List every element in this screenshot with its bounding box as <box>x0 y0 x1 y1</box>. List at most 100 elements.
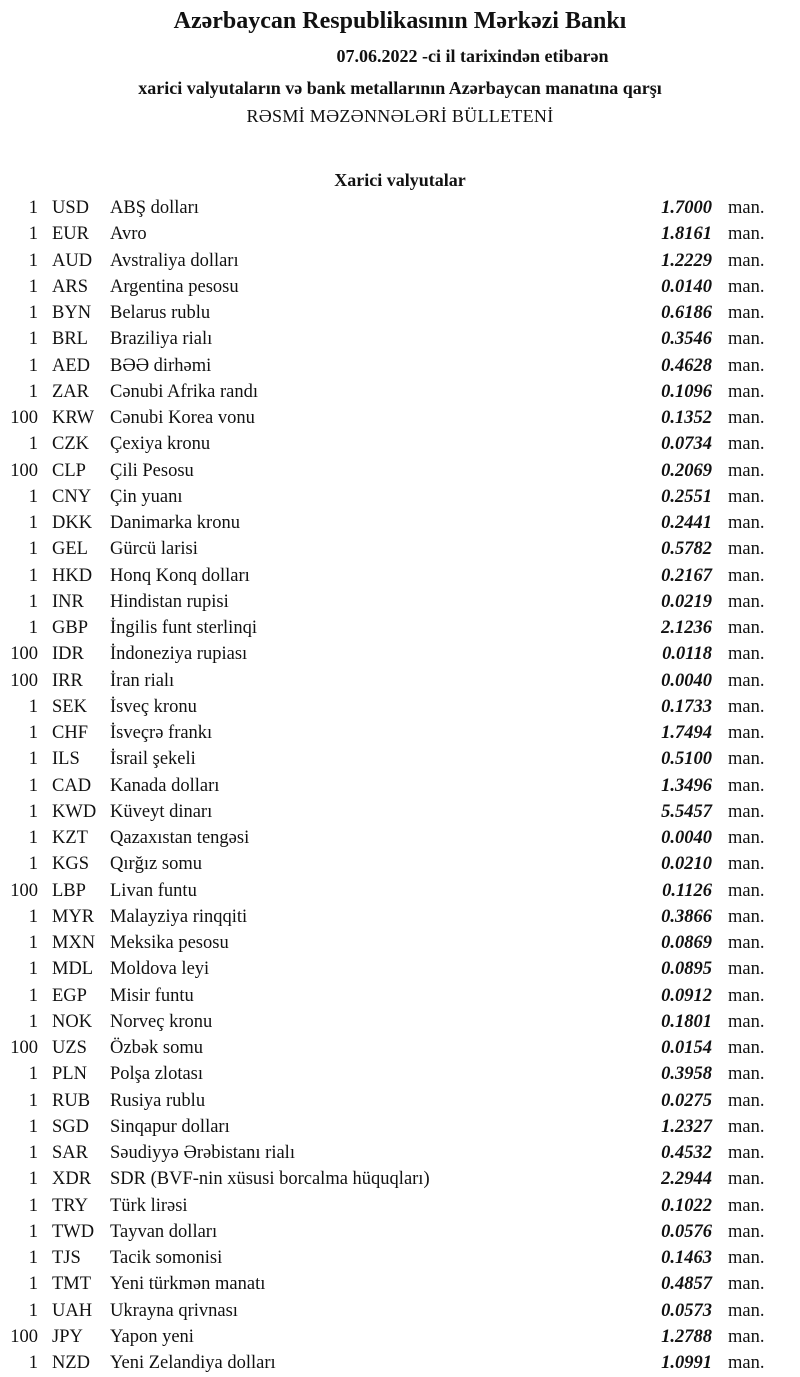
currency-name: Özbək somu <box>110 1038 203 1058</box>
currency-name: Yapon yeni <box>110 1326 194 1347</box>
table-row: 1 ARS Argentina pesosu 0.0140 man. <box>0 274 800 300</box>
table-row: 1 SGD Sinqapur dolları 1.2327 man. <box>0 1114 800 1140</box>
table-row: 1 AUD Avstraliya dolları 1.2229 man. <box>0 248 800 274</box>
currency-code: CAD <box>52 775 92 796</box>
currency-code: NOK <box>52 1011 93 1032</box>
currency-name: Kanada dolları <box>110 775 220 796</box>
rate-value: 1.2788 <box>661 1326 712 1347</box>
table-row: 100 KRW Cənubi Korea vonu 0.1352 man. <box>0 405 800 431</box>
table-row: 1 HKD Honq Konq dolları 0.2167 man. <box>0 563 800 589</box>
unit-label: man. <box>728 723 765 743</box>
table-row: 1 BYN Belarus rublu 0.6186 man. <box>0 300 800 326</box>
nominal: 1 <box>28 486 38 507</box>
currency-code: LBP <box>52 880 86 901</box>
nominal: 1 <box>28 959 38 980</box>
nominal: 1 <box>28 1195 38 1216</box>
currency-name: İngilis funt sterlinqi <box>110 618 257 638</box>
table-row: 1 CHF İsveçrə frankı 1.7494 man. <box>0 720 800 746</box>
nominal: 1 <box>28 775 38 796</box>
nominal: 1 <box>28 1353 38 1373</box>
rate-value: 1.8161 <box>661 224 712 245</box>
unit-label: man. <box>728 801 765 822</box>
currency-name: Cənubi Afrika randı <box>110 381 258 402</box>
rate-value: 0.0869 <box>661 933 712 953</box>
unit-label: man. <box>728 513 765 533</box>
nominal: 1 <box>28 1090 38 1111</box>
currency-name: Qırğız somu <box>110 854 202 875</box>
nominal: 1 <box>28 723 38 743</box>
currency-code: AED <box>52 355 91 376</box>
currency-name: Malayziya rinqqiti <box>110 906 248 927</box>
currency-name: BƏƏ dirhəmi <box>110 355 212 376</box>
rate-value: 0.0140 <box>661 276 712 297</box>
table-row: 1 TRY Türk lirəsi 0.1022 man. <box>0 1193 800 1219</box>
currency-name: Yeni Zelandiya dolları <box>110 1353 276 1373</box>
date-line: 07.06.2022 -ci il tarixindən etibarən <box>336 46 609 66</box>
unit-label: man. <box>728 408 765 428</box>
table-row: 1 BRL Braziliya rialı 0.3546 man. <box>0 326 800 352</box>
currency-name: Misir funtu <box>110 985 194 1006</box>
nominal: 1 <box>28 303 38 323</box>
currency-code: PLN <box>52 1064 87 1085</box>
rate-value: 0.0154 <box>661 1038 712 1058</box>
currency-name: Norveç kronu <box>110 1011 213 1032</box>
unit-label: man. <box>728 696 765 717</box>
rate-value: 0.2441 <box>661 513 712 533</box>
table-row: 1 USD ABŞ dolları 1.7000 man. <box>0 195 800 221</box>
unit-label: man. <box>728 644 765 665</box>
table-row: 1 ILS İsrail şekeli 0.5100 man. <box>0 746 800 772</box>
currency-code: AUD <box>52 250 93 271</box>
currency-name: Yeni türkmən manatı <box>110 1274 266 1295</box>
rate-value: 2.2944 <box>661 1169 712 1190</box>
nominal: 1 <box>28 329 38 350</box>
currency-code: ARS <box>52 276 88 297</box>
table-row: 1 ZAR Cənubi Afrika randı 0.1096 man. <box>0 379 800 405</box>
table-row: 1 RUB Rusiya rublu 0.0275 man. <box>0 1088 800 1114</box>
rate-value: 0.3958 <box>661 1064 712 1085</box>
currency-code: GBP <box>52 618 88 638</box>
nominal: 1 <box>28 355 38 376</box>
currency-code: EGP <box>52 985 87 1006</box>
rate-value: 0.0734 <box>661 434 712 455</box>
currency-code: INR <box>52 591 84 612</box>
table-row: 1 TWD Tayvan dolları 0.0576 man. <box>0 1219 800 1245</box>
rate-value: 1.7494 <box>661 723 712 743</box>
unit-label: man. <box>728 1274 765 1295</box>
nominal: 100 <box>10 1326 38 1347</box>
table-row: 100 IDR İndoneziya rupiası 0.0118 man. <box>0 641 800 667</box>
unit-label: man. <box>728 486 765 507</box>
unit-label: man. <box>728 985 765 1006</box>
unit-label: man. <box>728 1221 765 1242</box>
currency-code: IDR <box>52 644 84 665</box>
nominal: 1 <box>28 1143 38 1163</box>
unit-label: man. <box>728 591 765 612</box>
table-row: 1 KGS Qırğız somu 0.0210 man. <box>0 851 800 877</box>
currency-name: Meksika pesosu <box>110 933 229 953</box>
rate-value: 0.5782 <box>661 539 712 560</box>
table-row: 100 JPY Yapon yeni 1.2788 man. <box>0 1324 800 1350</box>
unit-label: man. <box>728 276 765 297</box>
unit-label: man. <box>728 1326 765 1347</box>
rate-value: 0.2069 <box>661 460 712 481</box>
nominal: 1 <box>28 591 38 612</box>
unit-label: man. <box>728 565 765 586</box>
unit-label: man. <box>728 959 765 980</box>
nominal: 1 <box>28 381 38 402</box>
currency-name: Çili Pesosu <box>110 460 194 481</box>
currency-name: Danimarka kronu <box>110 513 240 533</box>
currency-code: CHF <box>52 723 88 743</box>
currency-code: UZS <box>52 1038 87 1058</box>
unit-label: man. <box>728 1195 765 1216</box>
rate-value: 1.3496 <box>661 775 712 796</box>
unit-label: man. <box>728 250 765 271</box>
nominal: 1 <box>28 1011 38 1032</box>
currency-code: TWD <box>52 1221 95 1242</box>
currency-code: HKD <box>52 565 93 586</box>
nominal: 100 <box>10 460 38 481</box>
table-row: 1 NOK Norveç kronu 0.1801 man. <box>0 1009 800 1035</box>
unit-label: man. <box>728 303 765 323</box>
currency-name: SDR (BVF-nin xüsusi borcalma hüquqları) <box>110 1169 430 1190</box>
rate-value: 0.0573 <box>661 1300 712 1321</box>
table-row: 1 DKK Danimarka kronu 0.2441 man. <box>0 510 800 536</box>
rate-value: 0.0118 <box>662 644 712 665</box>
